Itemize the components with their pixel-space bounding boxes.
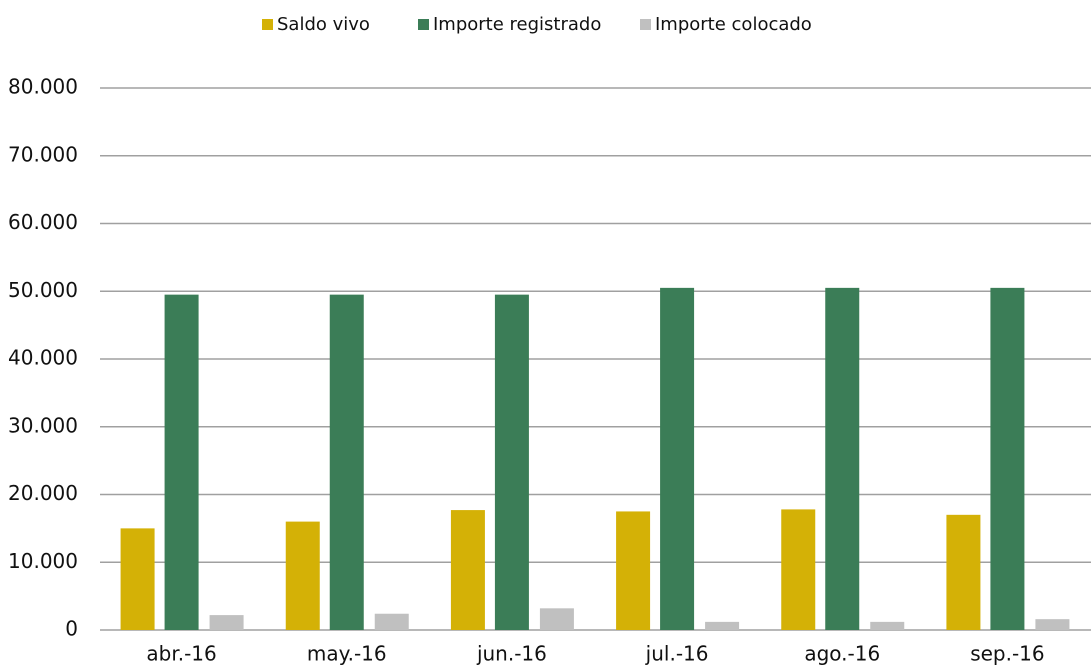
legend-label: Importe registrado: [433, 14, 601, 35]
bar: [329, 294, 364, 630]
bar: [705, 621, 740, 630]
y-tick-label: 40.000: [8, 346, 78, 370]
legend-label: Importe colocado: [655, 14, 812, 35]
bar: [1035, 619, 1070, 630]
bar: [539, 608, 574, 630]
y-tick-label: 30.000: [8, 413, 78, 437]
bar: [164, 294, 199, 630]
x-tick-label: sep.-16: [970, 642, 1044, 666]
bar: [450, 510, 485, 630]
legend-swatch: [418, 19, 429, 30]
y-tick-label: 70.000: [8, 142, 78, 166]
y-tick-label: 20.000: [8, 481, 78, 505]
legend-swatch: [262, 19, 273, 30]
y-tick-label: 60.000: [8, 210, 78, 234]
bar: [209, 615, 244, 630]
bar: [870, 621, 905, 630]
y-tick-label: 50.000: [8, 278, 78, 302]
y-tick-label: 80.000: [8, 75, 78, 99]
bar: [781, 509, 816, 630]
bar: [285, 521, 320, 630]
legend-swatch: [640, 19, 651, 30]
bar: [660, 287, 695, 630]
bar: [990, 287, 1025, 630]
bar: [946, 514, 981, 630]
x-tick-label: ago.-16: [804, 642, 880, 666]
bar: [494, 294, 529, 630]
y-tick-label: 10.000: [8, 549, 78, 573]
bar: [616, 511, 651, 630]
y-tick-label: 0: [65, 617, 78, 641]
bar: [120, 528, 155, 630]
bar: [825, 287, 860, 630]
bar: [374, 613, 409, 630]
x-tick-label: abr.-16: [146, 642, 216, 666]
legend-label: Saldo vivo: [277, 14, 370, 35]
x-tick-label: may.-16: [307, 642, 387, 666]
x-tick-label: jun.-16: [476, 642, 547, 666]
x-tick-label: jul.-16: [645, 642, 709, 666]
